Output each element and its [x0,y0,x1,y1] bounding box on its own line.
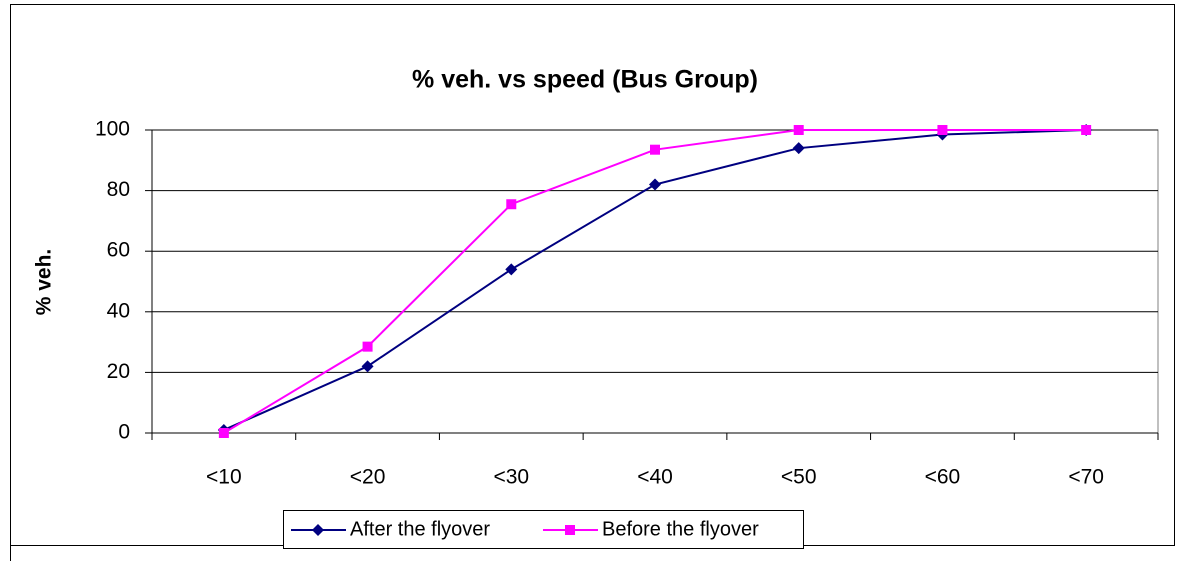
plot-area [151,129,1159,434]
x-tick-label: <10 [206,466,242,489]
x-tick-label: <70 [1068,466,1104,489]
marker [312,524,324,536]
x-tick-label: <50 [781,466,817,489]
legend-label: After the flyover [350,518,490,540]
marker [650,144,660,155]
marker [1081,125,1092,135]
x-tick-label: <30 [493,466,529,489]
y-tick-label: 40 [107,299,130,322]
marker [506,199,517,210]
marker [505,263,518,276]
y-tick-label: 60 [107,239,130,262]
y-axis-label: % veh. [33,249,56,316]
chart-title: % veh. vs speed (Bus Group) [412,66,758,94]
y-tick-label: 100 [95,118,130,141]
marker [361,360,374,373]
x-tick-label: <20 [350,466,386,489]
y-tick-label: 80 [107,178,130,201]
marker [362,341,373,352]
legend-label: Before the flyover [602,518,759,540]
y-tick-label: 0 [118,421,130,444]
x-tick-label: <60 [925,466,961,489]
marker [649,178,661,191]
marker [218,428,229,438]
marker [937,125,948,135]
marker [793,125,804,135]
x-tick-label: <40 [637,466,673,489]
y-tick-label: 20 [107,360,130,383]
marker [565,525,575,535]
marker [792,142,805,155]
